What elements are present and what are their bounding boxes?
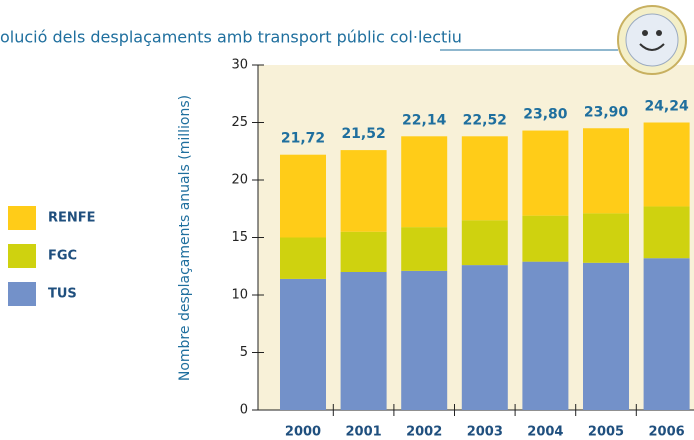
bar-segment: [644, 123, 690, 207]
x-tick-label: 2000: [285, 425, 321, 440]
bar-segment: [280, 238, 326, 279]
bar-segment: [280, 279, 326, 410]
bar-segment: [341, 232, 387, 272]
x-tick-label: 2005: [588, 425, 624, 440]
y-tick-label: 30: [231, 58, 248, 73]
y-tick-label: 15: [231, 230, 248, 245]
bar-segment: [522, 131, 568, 216]
legend-label: RENFE: [48, 211, 96, 226]
x-tick-label: 2006: [649, 425, 685, 440]
y-tick-label: 5: [240, 345, 248, 360]
y-tick-label: 0: [240, 403, 248, 418]
total-label: 21,72: [281, 131, 325, 147]
bar-segment: [462, 136, 508, 220]
logo: [618, 6, 686, 74]
total-label: 22,52: [463, 112, 507, 128]
total-label: 24,24: [644, 99, 689, 115]
bar-segment: [644, 206, 690, 258]
x-tick-label: 2002: [406, 425, 442, 440]
y-tick-label: 25: [231, 115, 248, 130]
total-label: 23,90: [584, 104, 629, 120]
bar-segment: [583, 213, 629, 262]
chart: olució dels desplaçaments amb transport …: [0, 0, 694, 440]
y-tick-label: 20: [231, 173, 248, 188]
bar-segment: [522, 262, 568, 410]
bar-segment: [341, 272, 387, 410]
bar-segment: [644, 258, 690, 410]
x-tick-label: 2001: [346, 425, 382, 440]
bar-segment: [462, 220, 508, 265]
bar-segment: [583, 128, 629, 213]
legend-swatch: [8, 244, 36, 268]
legend-swatch: [8, 206, 36, 230]
legend-label: TUS: [48, 287, 77, 302]
total-label: 23,80: [523, 107, 568, 123]
legend-swatch: [8, 282, 36, 306]
bar-segment: [583, 263, 629, 410]
bar-segment: [401, 227, 447, 271]
bar-segment: [341, 150, 387, 232]
bar-segment: [280, 155, 326, 238]
x-tick-label: 2004: [527, 425, 563, 440]
bar-segment: [401, 136, 447, 227]
y-tick-label: 10: [231, 288, 248, 303]
bar-segment: [401, 271, 447, 410]
bar-segment: [462, 265, 508, 410]
total-label: 21,52: [341, 126, 385, 142]
x-tick-label: 2003: [467, 425, 503, 440]
y-axis-label: Nombre desplaçaments anuals (millions): [177, 95, 193, 381]
legend-label: FGC: [48, 249, 77, 264]
bar-segment: [522, 216, 568, 262]
chart-title: olució dels desplaçaments amb transport …: [0, 28, 462, 47]
total-label: 22,14: [402, 112, 447, 128]
